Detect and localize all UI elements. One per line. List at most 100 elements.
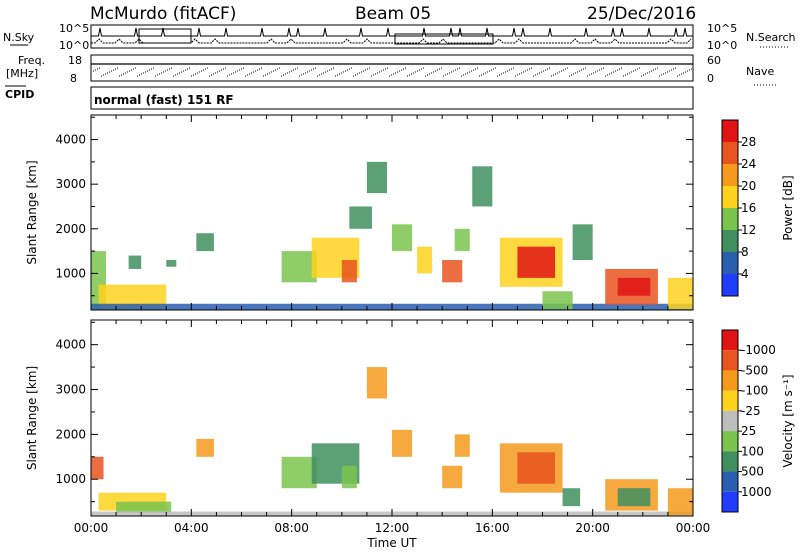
colorbar-tick-label: 4 — [741, 267, 749, 281]
freq-tick-bottom: 8 — [70, 72, 77, 85]
data-patch — [542, 291, 573, 310]
x-tick-label: 00:00 — [74, 521, 109, 535]
power-panel: 1000 2000 3000 4000 Slant Range [km] 4 8 12 16 20… — [25, 114, 795, 311]
nsky-tick-top: 10^5 — [59, 22, 89, 35]
colorbar-segment — [722, 330, 738, 351]
colorbar-tick-label: 100 — [741, 444, 764, 458]
colorbar-segment — [722, 252, 738, 274]
data-patch — [454, 434, 470, 457]
data-patch — [617, 488, 651, 507]
data-patch — [166, 260, 177, 267]
y-tick-label: 4000 — [55, 338, 86, 352]
nsky-block — [138, 28, 192, 44]
data-patch — [454, 228, 470, 252]
data-patch — [281, 456, 317, 489]
data-patch — [572, 224, 593, 261]
data-patch — [196, 438, 214, 457]
x-axis-label: Time UT — [366, 536, 417, 550]
data-patch — [196, 233, 214, 252]
colorbar-tick-label: 1000 — [741, 485, 772, 499]
colorbar-segment — [722, 350, 738, 371]
data-patch — [341, 260, 357, 283]
colorbar-tick-label: 16 — [741, 201, 756, 215]
nsearch-line — [91, 38, 692, 44]
x-tick-label: 04:00 — [174, 521, 209, 535]
nsky-label: N.Sky — [3, 31, 35, 44]
x-tick-label: 12:00 — [375, 521, 410, 535]
data-patch — [442, 260, 463, 283]
colorbar-segment — [722, 491, 738, 512]
x-tick-label: 00:00 — [676, 521, 711, 535]
colorbar-segment — [722, 451, 738, 472]
colorbar-tick-label: 20 — [741, 179, 756, 193]
nsky-tick-bottom: 10^0 — [59, 39, 89, 52]
data-patch — [667, 488, 693, 516]
data-patch — [366, 161, 387, 194]
y-axis-label: Slant Range [km] — [25, 366, 39, 470]
nave-tick-bottom: 0 — [707, 72, 714, 85]
date-title: 25/Dec/2016 — [587, 4, 696, 24]
cpid-panel — [90, 86, 694, 110]
x-tick-label: 08:00 — [274, 521, 309, 535]
cpid-text: normal (fast) 151 RF — [94, 93, 234, 107]
data-patch — [392, 224, 413, 252]
colorbar-segment — [722, 164, 738, 186]
nsky-trace — [91, 27, 693, 45]
y-tick-label: 3000 — [55, 383, 86, 397]
data-patch — [617, 277, 651, 296]
freq-unit: [MHz] — [6, 67, 38, 80]
data-patch — [392, 429, 413, 457]
y-tick-label: 3000 — [55, 177, 86, 191]
y-tick-label: 1000 — [55, 472, 86, 486]
data-patch — [667, 277, 693, 310]
colorbar-segment — [722, 186, 738, 208]
data-patch — [349, 206, 372, 229]
data-patch — [472, 166, 493, 207]
colorbar-tick-label: 25 — [741, 424, 756, 438]
x-tick-label: 20:00 — [575, 521, 610, 535]
data-patch — [128, 255, 142, 269]
colorbar-segment — [722, 370, 738, 391]
colorbar-tick-label: 500 — [741, 465, 764, 479]
colorbar-segment — [722, 208, 738, 230]
data-patch — [517, 246, 556, 278]
colorbar-segment — [722, 274, 738, 296]
data-patch — [281, 251, 317, 283]
nsearch-tick-top: 10^5 — [707, 22, 737, 35]
y-tick-label: 2000 — [55, 222, 86, 236]
colorbar-tick-label: 8 — [741, 245, 749, 259]
nave-tick-top: 60 — [707, 54, 721, 67]
colorbar-frame — [721, 329, 739, 513]
colorbar-label: Power [dB] — [781, 175, 795, 240]
colorbar-tick-label: 28 — [741, 135, 756, 149]
colorbar-tick-label: -100 — [741, 384, 768, 398]
y-axis-label: Slant Range [km] — [25, 160, 39, 264]
colorbar-tick-label: -1000 — [741, 343, 776, 357]
colorbar-segment — [722, 390, 738, 411]
plot-frame — [90, 319, 694, 517]
data-patch — [116, 501, 172, 513]
data-patch — [366, 367, 387, 399]
colorbar-tick-label: 12 — [741, 223, 756, 237]
nave-label: Nave — [746, 65, 774, 78]
cpid-label: CPID — [5, 88, 34, 101]
data-patch — [91, 456, 104, 480]
colorbar-segment — [722, 230, 738, 252]
beam-title: Beam 05 — [355, 4, 431, 24]
nave-dots — [93, 67, 692, 77]
nsky-block — [394, 33, 494, 45]
data-patch — [442, 465, 463, 489]
station-title: McMurdo (fitACF) — [90, 4, 236, 24]
velocity-panel: 1000 2000 3000 4000 00:00 04:00 08:00 12:00 16:0… — [25, 319, 795, 550]
freq-trace — [91, 63, 693, 77]
colorbar-segment — [722, 410, 738, 432]
colorbar-segment — [722, 471, 738, 492]
nsearch-tick-bottom: 10^0 — [707, 39, 737, 52]
data-patch — [517, 452, 556, 484]
freq-panel — [90, 54, 694, 82]
freq-tick-top: 18 — [68, 54, 82, 67]
nsearch-label: N.Search — [746, 31, 796, 44]
colorbar-label: Velocity [m s⁻¹] — [781, 374, 795, 467]
colorbar-segment — [722, 431, 738, 452]
data-patch — [417, 246, 433, 274]
